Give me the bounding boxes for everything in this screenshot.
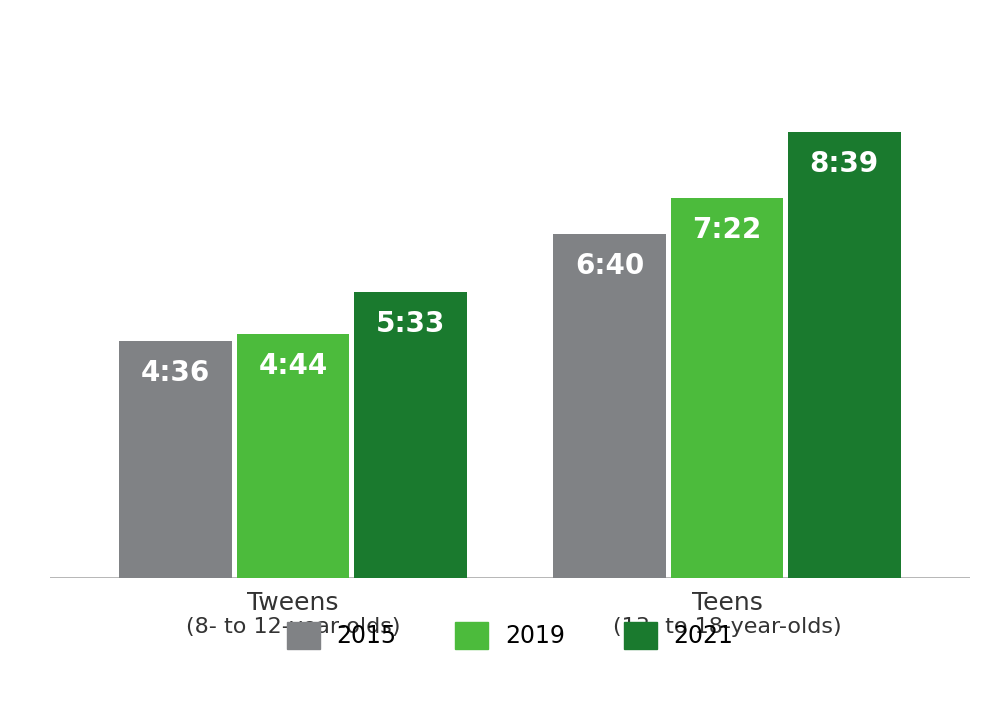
Text: (8- to 12-year-olds): (8- to 12-year-olds) (186, 617, 400, 637)
Text: (13- to 18-year-olds): (13- to 18-year-olds) (613, 617, 841, 637)
Bar (237, 334, 349, 578)
Text: 7:22: 7:22 (692, 216, 762, 244)
Bar (788, 132, 901, 578)
Text: 8:39: 8:39 (810, 150, 879, 178)
Bar (119, 341, 232, 578)
Text: 4:44: 4:44 (258, 352, 328, 380)
Text: Tweens: Tweens (247, 591, 339, 615)
Bar (671, 198, 783, 578)
Bar (354, 292, 467, 578)
Text: 6:40: 6:40 (575, 252, 644, 281)
Text: 5:33: 5:33 (376, 310, 445, 338)
Text: 4:36: 4:36 (141, 359, 210, 387)
Legend: 2015, 2019, 2021: 2015, 2019, 2021 (275, 610, 745, 661)
Text: Teens: Teens (692, 591, 762, 615)
Bar (553, 234, 666, 578)
